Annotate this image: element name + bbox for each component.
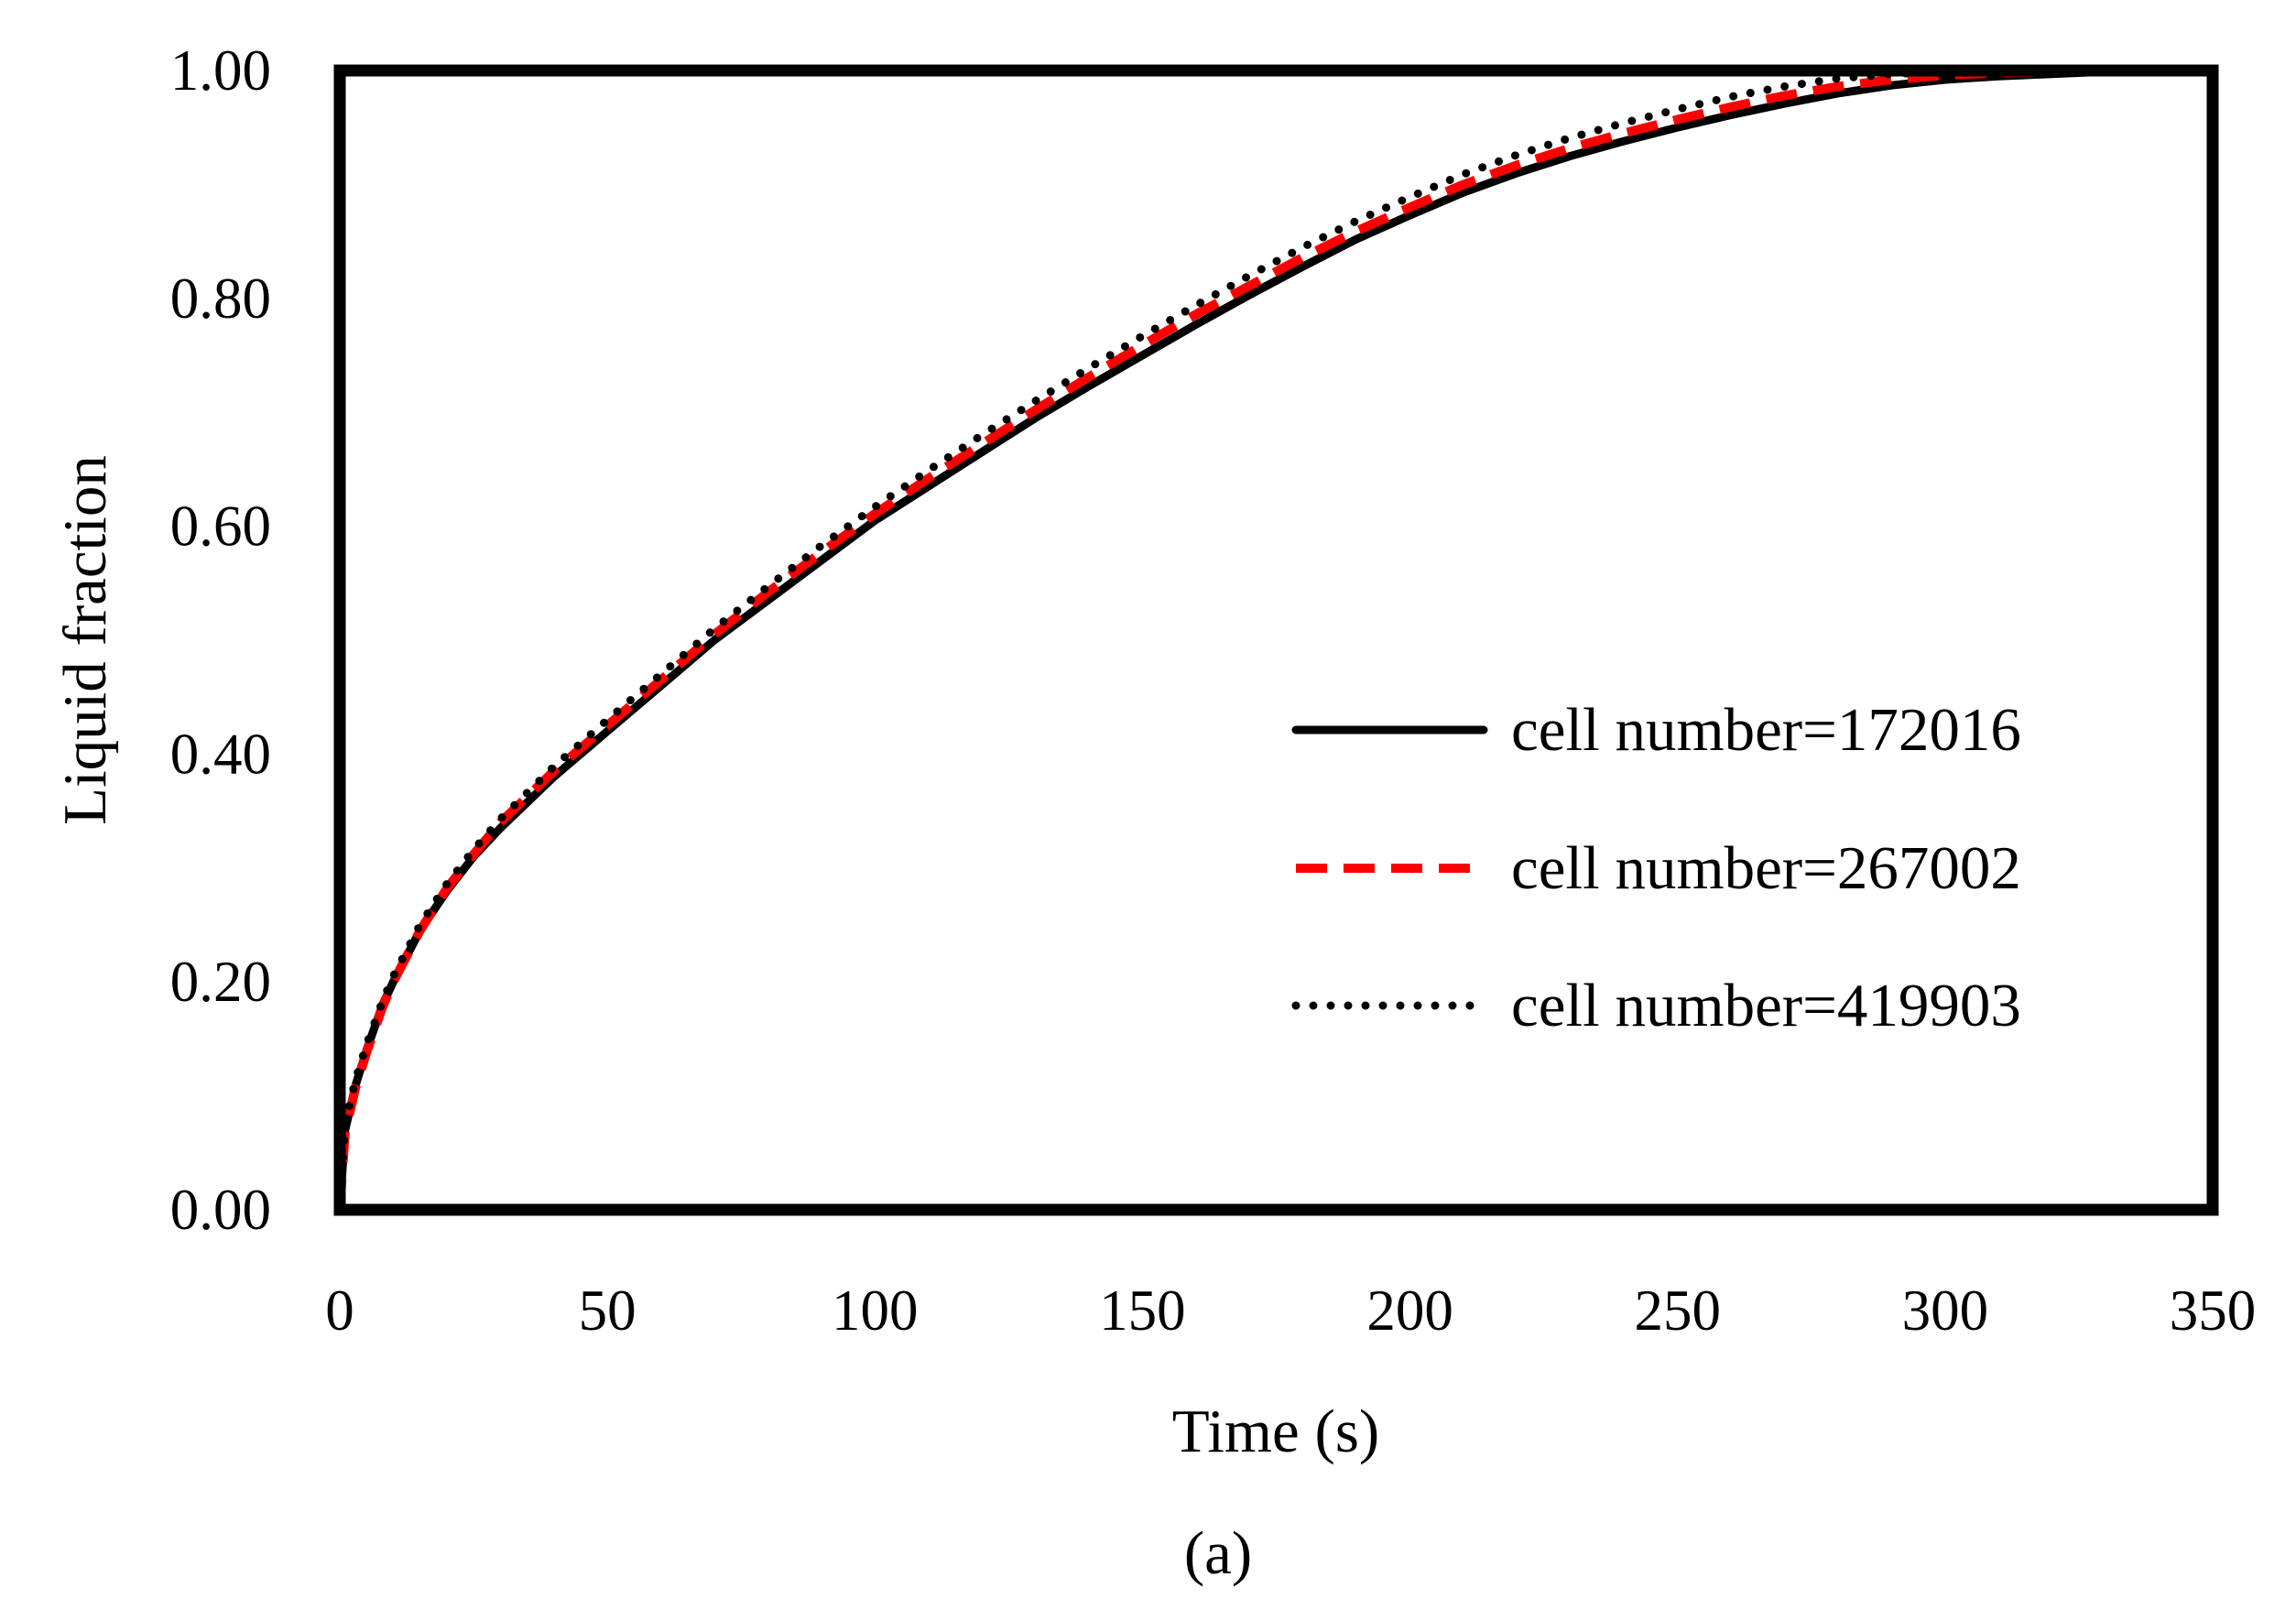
y-tick-label: 0.40	[170, 722, 271, 786]
x-tick-label: 250	[1634, 1278, 1721, 1343]
y-tick-labels: 0.00 0.20 0.40 0.60 0.80 1.00	[170, 38, 271, 1242]
x-tick-label: 200	[1366, 1278, 1453, 1343]
x-tick-label: 350	[2170, 1278, 2257, 1343]
x-tick-label: 50	[579, 1278, 637, 1343]
x-axis-label: Time (s)	[1172, 1398, 1380, 1465]
y-tick-label: 1.00	[170, 38, 271, 103]
legend-label-2: cell number=267002	[1511, 834, 2021, 902]
x-tick-labels: 0 50 100 150 200 250 300 350	[325, 1278, 2256, 1343]
y-tick-label: 0.20	[170, 950, 271, 1014]
legend-label-1: cell number=172016	[1511, 696, 2021, 764]
y-tick-label: 0.60	[170, 495, 271, 559]
x-tick-label: 100	[832, 1278, 919, 1343]
x-tick-label: 0	[325, 1278, 354, 1343]
x-tick-label: 300	[1902, 1278, 1989, 1343]
series-line-2	[335, 66, 2149, 1211]
y-tick-label: 0.00	[170, 1178, 271, 1242]
y-tick-label: 0.80	[170, 267, 271, 331]
series-line-1	[335, 66, 2153, 1214]
series-group	[335, 66, 2153, 1214]
x-tick-label: 150	[1099, 1278, 1186, 1343]
y-axis-label: Liquid fraction	[51, 455, 119, 825]
panel-label: (a)	[1184, 1519, 1252, 1587]
plot-frame	[333, 64, 2219, 1216]
legend-label-3: cell number=419903	[1511, 972, 2021, 1039]
legend: cell number=172016 cell number=267002 cell…	[1291, 696, 2021, 1039]
series-line-3	[335, 66, 2153, 1214]
